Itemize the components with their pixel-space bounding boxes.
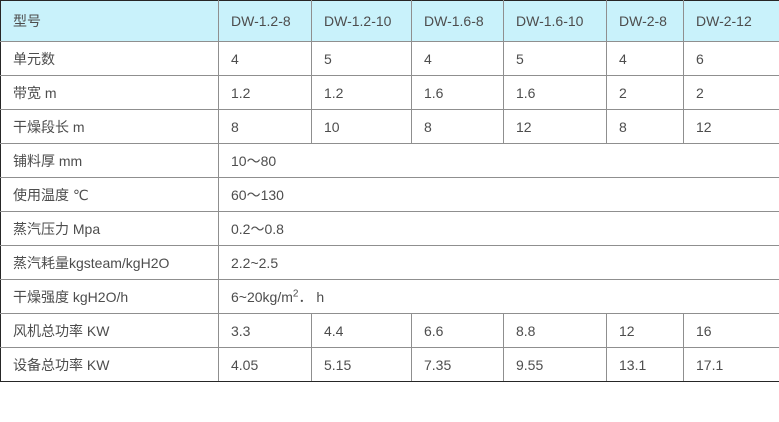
intensity-tail: ． h <box>298 288 325 305</box>
row-label: 设备总功率 KW <box>0 347 219 382</box>
cell-span-value: 2.2~2.5 <box>218 245 779 280</box>
header-row: 型号 DW-1.2-8 DW-1.2-10 DW-1.6-8 DW-1.6-10… <box>0 0 779 42</box>
table-row-units: 单元数 4 5 4 5 4 6 <box>0 41 779 76</box>
cell-value: 13.1 <box>606 347 684 382</box>
cell-value: 12 <box>503 109 607 144</box>
cell-value: 2 <box>606 75 684 110</box>
table-row-steam-pressure: 蒸汽压力 Mpa 0.2～0.8 <box>0 211 779 246</box>
row-label: 干燥段长 m <box>0 109 219 144</box>
cell-value: 16 <box>683 313 779 348</box>
cell-value: 5.15 <box>311 347 412 382</box>
cell-value: 2 <box>683 75 779 110</box>
cell-value: 1.2 <box>311 75 412 110</box>
cell-value: 4 <box>606 41 684 76</box>
cell-value: 8 <box>411 109 504 144</box>
table-row-total-power: 设备总功率 KW 4.05 5.15 7.35 9.55 13.1 17.1 <box>0 347 779 382</box>
cell-value: 12 <box>683 109 779 144</box>
header-cell-model: DW-1.2-8 <box>218 0 312 42</box>
header-cell-model: DW-1.6-8 <box>411 0 504 42</box>
cell-value: 5 <box>503 41 607 76</box>
intensity-superscript: 2 <box>292 287 299 299</box>
table-row-operating-temp: 使用温度 ℃ 60～130 <box>0 177 779 212</box>
cell-value: 3.3 <box>218 313 312 348</box>
dryer-spec-table: 型号 DW-1.2-8 DW-1.2-10 DW-1.6-8 DW-1.6-10… <box>0 0 779 382</box>
cell-value: 6 <box>683 41 779 76</box>
cell-value: 1.2 <box>218 75 312 110</box>
row-label: 干燥强度 kgH2O/h <box>0 279 219 314</box>
cell-span-value: 10～80 <box>218 143 779 178</box>
cell-value: 8 <box>606 109 684 144</box>
row-label: 蒸汽耗量kgsteam/kgH2O <box>0 245 219 280</box>
intensity-base: 6~20kg/m <box>231 288 293 305</box>
table-row-material-thickness: 铺料厚 mm 10～80 <box>0 143 779 178</box>
row-label: 使用温度 ℃ <box>0 177 219 212</box>
header-cell-model-label: 型号 <box>0 0 219 42</box>
cell-span-value: 60～130 <box>218 177 779 212</box>
cell-span-value: 6~20kg/m2． h <box>218 279 779 314</box>
cell-value: 5 <box>311 41 412 76</box>
cell-value: 1.6 <box>503 75 607 110</box>
row-label: 铺料厚 mm <box>0 143 219 178</box>
row-label: 蒸汽压力 Mpa <box>0 211 219 246</box>
spec-table-container: 型号 DW-1.2-8 DW-1.2-10 DW-1.6-8 DW-1.6-10… <box>0 0 779 382</box>
table-row-steam-consumption: 蒸汽耗量kgsteam/kgH2O 2.2~2.5 <box>0 245 779 280</box>
cell-value: 10 <box>311 109 412 144</box>
cell-value: 4 <box>218 41 312 76</box>
header-cell-model: DW-2-8 <box>606 0 684 42</box>
table-row-fan-power: 风机总功率 KW 3.3 4.4 6.6 8.8 12 16 <box>0 313 779 348</box>
row-label: 风机总功率 KW <box>0 313 219 348</box>
header-cell-model: DW-1.6-10 <box>503 0 607 42</box>
header-cell-model: DW-1.2-10 <box>311 0 412 42</box>
cell-value: 17.1 <box>683 347 779 382</box>
cell-value: 4.4 <box>311 313 412 348</box>
cell-value: 9.55 <box>503 347 607 382</box>
row-label: 带宽 m <box>0 75 219 110</box>
table-row-drying-intensity: 干燥强度 kgH2O/h 6~20kg/m2． h <box>0 279 779 314</box>
cell-value: 4 <box>411 41 504 76</box>
cell-value: 6.6 <box>411 313 504 348</box>
cell-value: 12 <box>606 313 684 348</box>
cell-value: 7.35 <box>411 347 504 382</box>
cell-value: 1.6 <box>411 75 504 110</box>
cell-value: 8.8 <box>503 313 607 348</box>
cell-span-value: 0.2～0.8 <box>218 211 779 246</box>
row-label: 单元数 <box>0 41 219 76</box>
table-row-drying-length: 干燥段长 m 8 10 8 12 8 12 <box>0 109 779 144</box>
cell-value: 8 <box>218 109 312 144</box>
table-row-belt-width: 带宽 m 1.2 1.2 1.6 1.6 2 2 <box>0 75 779 110</box>
cell-value: 4.05 <box>218 347 312 382</box>
header-cell-model: DW-2-12 <box>683 0 779 42</box>
